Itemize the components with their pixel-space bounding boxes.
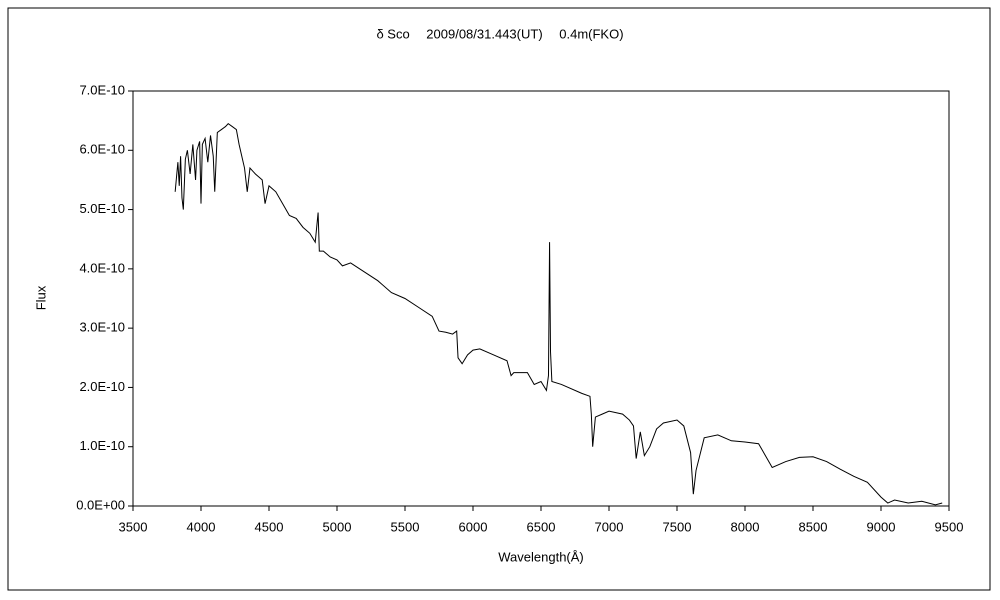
x-tick-label: 4000	[187, 519, 216, 534]
x-tick-label: 6000	[459, 519, 488, 534]
y-tick-label: 5.0E-10	[79, 201, 125, 216]
y-tick-label: 4.0E-10	[79, 260, 125, 275]
x-tick-label: 8500	[799, 519, 828, 534]
x-tick-label: 4500	[255, 519, 284, 534]
y-tick-label: 1.0E-10	[79, 438, 125, 453]
chart-title: δ Sco 2009/08/31.443(UT) 0.4m(FKO)	[376, 26, 623, 41]
x-tick-label: 5500	[391, 519, 420, 534]
y-tick-label: 7.0E-10	[79, 82, 125, 97]
x-axis-label: Wavelength(Å)	[498, 549, 584, 564]
y-tick-label: 6.0E-10	[79, 142, 125, 157]
x-tick-label: 3500	[119, 519, 148, 534]
spectrum-line	[174, 122, 943, 506]
y-tick-label: 3.0E-10	[79, 320, 125, 335]
y-axis-label: Flux	[33, 285, 48, 310]
x-tick-label: 5000	[323, 519, 352, 534]
x-tick-label: 7500	[663, 519, 692, 534]
x-tick-label: 9000	[867, 519, 896, 534]
y-tick-label: 0.0E+00	[76, 497, 125, 512]
plot-area	[132, 90, 950, 507]
y-tick-label: 2.0E-10	[79, 379, 125, 394]
x-tick-label: 9500	[935, 519, 964, 534]
x-tick-label: 7000	[595, 519, 624, 534]
x-tick-label: 6500	[527, 519, 556, 534]
x-tick-label: 8000	[731, 519, 760, 534]
